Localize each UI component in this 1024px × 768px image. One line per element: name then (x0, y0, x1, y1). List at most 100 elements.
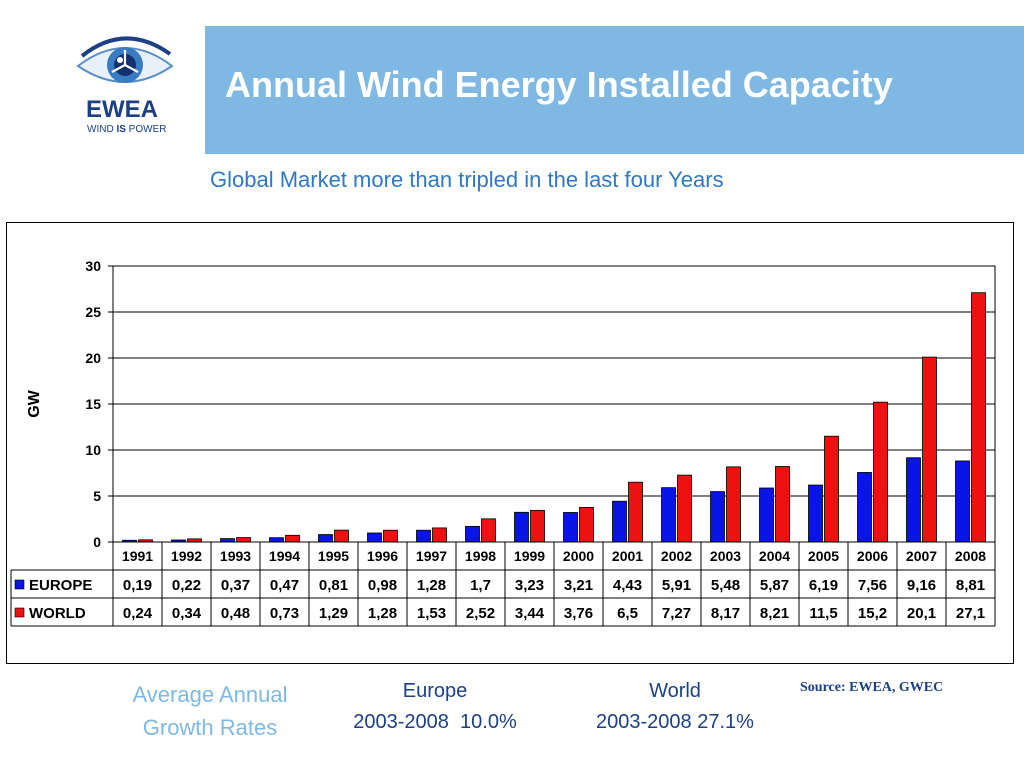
world-value: 1,28 (368, 605, 397, 622)
category-label: 1997 (416, 548, 447, 564)
europe-value: 0,81 (319, 577, 348, 594)
category-label: 1994 (269, 548, 300, 564)
europe-value: 5,91 (662, 577, 691, 594)
world-value: 20,1 (907, 605, 936, 622)
world-bar (285, 534, 300, 543)
europe-growth-title: Europe (402, 680, 468, 702)
y-tick-label: 25 (85, 304, 101, 320)
y-tick-label: 30 (85, 258, 101, 274)
y-tick-label: 5 (93, 488, 101, 504)
category-label: 2001 (612, 548, 643, 564)
y-tick-label: 15 (85, 396, 101, 412)
capacity-chart: 0 5 10 15 20 25 30 GW 1991 1992 1993 1994 1995 1996 19… (10, 258, 996, 627)
world-bar (775, 466, 790, 543)
world-value: 0,24 (123, 605, 153, 622)
world-growth-rate: 2003-2008 27.1% (596, 711, 754, 733)
world-bar (726, 466, 741, 543)
world-value: 3,44 (515, 605, 545, 622)
world-legend-swatch (14, 607, 25, 618)
category-label: 1995 (318, 548, 349, 564)
europe-value: 3,21 (564, 577, 593, 594)
category-label: 1993 (220, 548, 251, 564)
world-value: 7,27 (662, 605, 691, 622)
world-value: 2,52 (466, 605, 495, 622)
category-label: 2002 (661, 548, 692, 564)
category-label: 2005 (808, 548, 839, 564)
world-bar (530, 509, 545, 543)
growth-label-line2: Growth Rates (142, 715, 278, 740)
world-value: 0,48 (221, 605, 250, 622)
source-note: Source: EWEA, GWEC (800, 680, 944, 695)
world-bar (873, 401, 888, 543)
europe-legend-label: EUROPE (29, 577, 92, 594)
chart-frame: 0 5 10 15 20 25 30 GW 1991 1992 1993 1994 1995 1996 19… (6, 222, 1014, 664)
category-label: 1992 (171, 548, 202, 564)
world-value: 8,21 (760, 605, 789, 622)
europe-value: 7,56 (858, 577, 887, 594)
europe-bar (808, 484, 823, 543)
y-tick-label: 20 (85, 350, 101, 366)
world-bar (579, 507, 594, 543)
logo-wordmark: EWEA (86, 96, 158, 123)
y-axis-label: GW (26, 389, 43, 417)
europe-growth: Europe 2003-2008 10.0% (320, 676, 550, 738)
europe-bar (367, 532, 382, 543)
europe-legend-swatch (14, 579, 25, 590)
growth-label-line1: Average Annual (132, 682, 288, 707)
category-label: 2006 (857, 548, 888, 564)
page-subtitle: Global Market more than tripled in the l… (210, 167, 724, 192)
world-bar (677, 474, 692, 543)
europe-bar (563, 512, 578, 543)
world-value: 1,53 (417, 605, 446, 622)
europe-bar (612, 500, 627, 543)
europe-value: 1,28 (417, 577, 446, 594)
category-label: 2000 (563, 548, 594, 564)
page-title: Annual Wind Energy Installed Capacity (225, 64, 893, 105)
world-value: 0,34 (172, 605, 202, 622)
world-bar (432, 527, 447, 543)
europe-bar (318, 534, 333, 543)
category-label: 1991 (122, 548, 153, 564)
world-bar (824, 435, 839, 543)
world-value: 3,76 (564, 605, 593, 622)
europe-bar (269, 537, 284, 543)
europe-value: 0,47 (270, 577, 299, 594)
category-label: 1999 (514, 548, 545, 564)
europe-value: 8,81 (956, 577, 985, 594)
world-bar (628, 481, 643, 543)
europe-value: 0,37 (221, 577, 250, 594)
europe-bar (710, 491, 725, 543)
europe-bar (514, 511, 529, 543)
europe-value: 3,23 (515, 577, 544, 594)
europe-value: 5,87 (760, 577, 789, 594)
world-value: 11,5 (809, 605, 837, 622)
europe-value: 4,43 (613, 577, 642, 594)
world-bar (922, 356, 937, 543)
title-bar: Annual Wind Energy Installed Capacity (205, 26, 1024, 154)
europe-value: 1,7 (470, 577, 491, 594)
europe-bar (416, 529, 431, 543)
world-bar (236, 537, 251, 543)
europe-bar (220, 538, 235, 543)
world-bar (383, 529, 398, 543)
world-bar (481, 518, 496, 543)
europe-value: 0,19 (123, 577, 152, 594)
category-label: 2003 (710, 548, 741, 564)
europe-bar (661, 487, 676, 543)
logo-tagline: WIND IS POWER (87, 124, 167, 135)
world-bar (334, 529, 349, 543)
ewea-logo (70, 36, 180, 146)
world-bar (971, 292, 986, 543)
world-growth: World 2003-2008 27.1% (570, 676, 780, 738)
europe-bar (759, 487, 774, 543)
world-value: 0,73 (270, 605, 299, 622)
category-label: 1998 (465, 548, 496, 564)
europe-bar (465, 525, 480, 543)
world-value: 8,17 (711, 605, 740, 622)
world-value: 15,2 (858, 605, 887, 622)
growth-label: Average Annual Growth Rates (110, 678, 310, 744)
category-label: 2007 (906, 548, 937, 564)
y-tick-label: 0 (93, 534, 101, 550)
category-label: 2008 (955, 548, 986, 564)
europe-value: 0,98 (368, 577, 397, 594)
